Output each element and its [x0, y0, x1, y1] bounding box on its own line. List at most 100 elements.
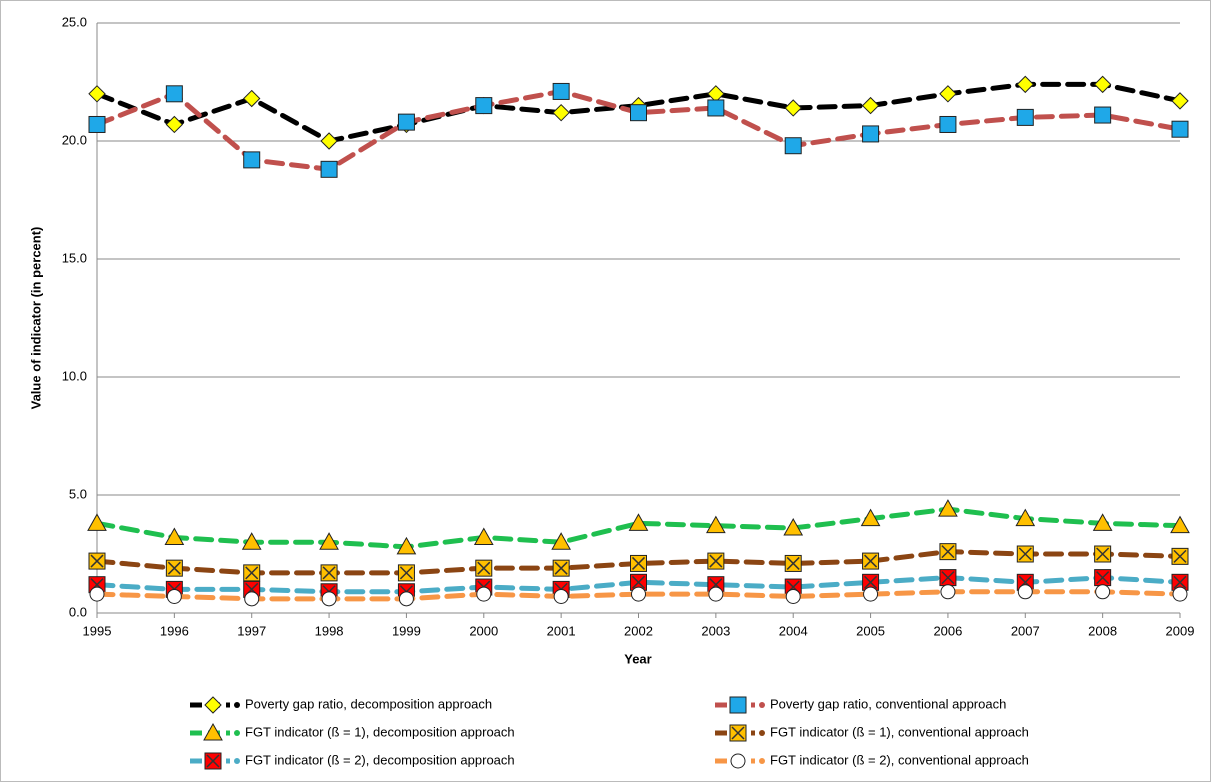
x-tick-label: 2003: [701, 623, 730, 638]
marker-x: [1018, 547, 1032, 561]
marker-shape: [631, 586, 646, 602]
series-line: [94, 506, 1183, 550]
marker: [1171, 120, 1189, 138]
legend-label: Poverty gap ratio, conventional approach: [770, 696, 1006, 711]
y-tick-label: 5.0: [69, 486, 87, 501]
x-tick-label: 2007: [1011, 623, 1040, 638]
x-tick-label: 2009: [1166, 623, 1195, 638]
marker-shape: [1016, 108, 1034, 126]
marker: [1171, 92, 1189, 110]
marker: [939, 543, 957, 561]
marker: [1092, 513, 1113, 531]
marker-shape: [243, 151, 261, 169]
marker-shape: [166, 588, 182, 604]
marker: [1015, 508, 1036, 527]
marker-shape: [939, 85, 957, 103]
legend-label: Poverty gap ratio, decomposition approac…: [245, 696, 492, 711]
marker: [707, 99, 725, 117]
marker-shape: [1094, 106, 1112, 124]
marker-shape: [165, 115, 184, 134]
legend-dot: [234, 758, 240, 764]
marker-x: [477, 561, 491, 575]
marker-shape: [729, 696, 747, 714]
marker-shape: [241, 532, 262, 550]
marker: [863, 586, 879, 602]
marker: [89, 586, 105, 602]
marker-shape: [862, 125, 880, 143]
legend-dot: [759, 702, 765, 708]
marker-shape: [165, 85, 183, 103]
x-tick-label: 2001: [547, 623, 576, 638]
marker: [204, 696, 222, 714]
marker: [783, 518, 804, 536]
marker: [553, 588, 569, 604]
marker-x: [1173, 549, 1187, 563]
marker: [87, 513, 107, 531]
legend-dot: [234, 702, 240, 708]
marker: [319, 532, 339, 550]
marker-shape: [204, 696, 222, 714]
marker: [551, 532, 571, 550]
marker: [938, 499, 958, 517]
marker: [729, 724, 747, 742]
marker: [628, 513, 649, 531]
marker: [241, 532, 262, 550]
marker-x: [631, 575, 646, 589]
marker-shape: [87, 513, 107, 531]
y-tick-label: 20.0: [62, 132, 87, 147]
marker: [729, 696, 747, 714]
marker-shape: [1093, 75, 1112, 94]
marker: [165, 115, 184, 134]
marker: [320, 160, 338, 178]
marker-shape: [1170, 515, 1190, 534]
x-tick-label: 1998: [315, 623, 344, 638]
legend-entry: FGT indicator (ß = 2), conventional appr…: [715, 752, 1029, 769]
marker: [320, 564, 338, 582]
marker-shape: [398, 591, 414, 607]
marker-shape: [1172, 586, 1188, 602]
marker: [244, 591, 260, 607]
marker: [396, 536, 417, 555]
marker-shape: [785, 588, 801, 604]
marker: [862, 125, 880, 143]
marker: [476, 586, 492, 602]
marker-x: [786, 556, 800, 570]
marker: [939, 569, 957, 587]
marker-shape: [552, 82, 570, 100]
marker-shape: [473, 527, 494, 545]
marker-shape: [938, 499, 958, 517]
marker-x: [731, 726, 745, 740]
marker-x: [709, 554, 723, 568]
marker-x: [941, 545, 955, 559]
marker: [397, 564, 415, 582]
marker-shape: [630, 104, 647, 122]
marker: [1094, 106, 1112, 124]
marker-shape: [320, 132, 338, 150]
legend-dot: [759, 758, 765, 764]
marker-shape: [88, 85, 106, 103]
marker-shape: [476, 586, 492, 602]
marker: [1171, 547, 1189, 565]
marker: [1094, 545, 1112, 563]
marker: [708, 586, 724, 602]
marker-shape: [706, 515, 726, 534]
marker: [861, 96, 880, 115]
marker: [939, 85, 957, 103]
marker: [552, 559, 570, 577]
legend-label: FGT indicator (ß = 1), conventional appr…: [770, 724, 1029, 739]
marker: [1016, 108, 1034, 126]
marker-shape: [863, 586, 879, 602]
marker: [397, 113, 415, 131]
x-tick-label: 2004: [779, 623, 808, 638]
marker-shape: [243, 89, 261, 108]
marker-x: [245, 566, 259, 580]
marker-shape: [321, 591, 337, 607]
marker: [862, 552, 880, 570]
marker-shape: [1016, 75, 1034, 94]
y-tick-label: 25.0: [62, 14, 87, 29]
marker-shape: [1017, 584, 1033, 600]
marker: [166, 588, 182, 604]
x-tick-label: 2008: [1088, 623, 1117, 638]
marker-shape: [861, 96, 880, 115]
legend-dot: [234, 730, 240, 736]
